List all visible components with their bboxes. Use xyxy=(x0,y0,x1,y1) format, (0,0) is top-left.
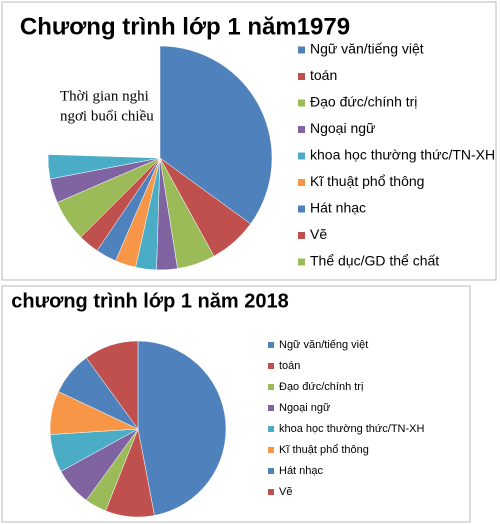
annotation: ngơi buổi chiều xyxy=(60,108,154,124)
annotation: Thời gian nghi xyxy=(60,88,149,104)
legend-label: toán xyxy=(279,360,300,372)
legend-label: Ngoại ngữ xyxy=(279,402,331,414)
legend-swatch xyxy=(298,179,305,186)
legend-swatch xyxy=(298,152,305,160)
legend-swatch xyxy=(298,232,305,239)
legend-swatch xyxy=(268,447,274,453)
pie-slice xyxy=(47,154,161,180)
legend-swatch xyxy=(298,126,305,133)
legend-label: khoa học thường thức/TN-XH xyxy=(310,147,495,163)
legend-label: Đạo đức/chính trị xyxy=(279,381,363,393)
legend-swatch xyxy=(298,99,305,107)
legend-label: Vẽ xyxy=(310,226,327,242)
legend-swatch xyxy=(298,73,305,80)
legend-swatch xyxy=(268,405,274,411)
legend-label: Ngữ văn/tiếng việt xyxy=(279,339,368,351)
legend-label: Vẽ xyxy=(279,486,292,498)
legend-swatch xyxy=(298,205,305,213)
chart-title: chương trình lớp 1 năm 2018 xyxy=(11,290,288,312)
legend-label: khoa học thường thức/TN-XH xyxy=(279,423,425,435)
legend-label: Kĩ thuật phổ thông xyxy=(310,173,424,189)
legend-label: Ngữ văn/tiếng việt xyxy=(310,41,424,57)
legend-swatch xyxy=(268,363,274,369)
pie-slice xyxy=(85,340,139,430)
legend-label: Kĩ thuật phổ thông xyxy=(279,444,369,456)
pie-slice xyxy=(159,45,273,225)
legend-label: Thể dục/GD thể chất xyxy=(310,253,439,269)
legend-swatch xyxy=(268,342,274,348)
chart-title: Chương trình lớp 1 năm1979 xyxy=(20,13,350,40)
legend-swatch xyxy=(268,426,274,432)
legend-label: Ngoại ngữ xyxy=(310,120,375,136)
legend-swatch xyxy=(298,46,305,54)
legend-swatch xyxy=(268,468,274,474)
pie-slice xyxy=(137,340,227,516)
legend-label: Hát nhạc xyxy=(310,200,366,216)
legend-label: Đạo đức/chính trị xyxy=(310,94,417,110)
legend-swatch xyxy=(298,258,305,266)
legend-swatch xyxy=(268,489,274,495)
legend-swatch xyxy=(268,384,274,390)
legend-label: toán xyxy=(310,67,337,83)
legend-label: Hát nhạc xyxy=(279,465,324,477)
